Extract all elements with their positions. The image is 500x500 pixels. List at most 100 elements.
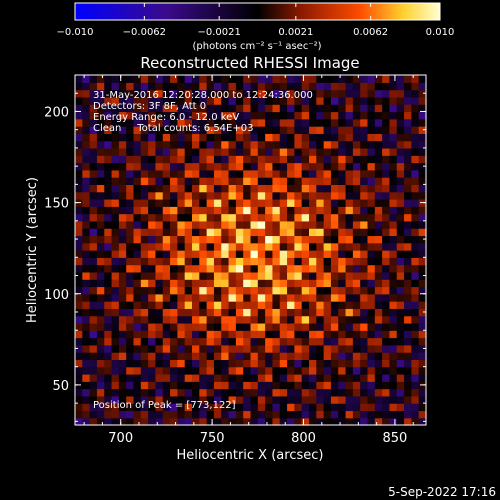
heatmap-cell	[228, 344, 237, 353]
heatmap-cell	[111, 96, 120, 105]
heatmap-cell	[177, 82, 186, 91]
heatmap-cell	[221, 373, 230, 382]
heatmap-cell	[140, 381, 149, 390]
heatmap-cell	[309, 250, 317, 258]
heatmap-cell	[82, 89, 91, 98]
heatmap-cell	[287, 126, 295, 134]
heatmap-cell	[126, 191, 135, 200]
heatmap-cell	[396, 162, 405, 171]
heatmap-cell	[316, 337, 325, 346]
heatmap-cell	[118, 417, 127, 426]
heatmap-cell	[177, 213, 186, 222]
heatmap-cell	[323, 184, 332, 193]
heatmap-cell	[316, 133, 325, 142]
heatmap-cell	[265, 403, 274, 412]
heatmap-cell	[111, 250, 120, 258]
heatmap-cell	[82, 242, 91, 251]
heatmap-cell	[418, 359, 427, 368]
heatmap-cell	[301, 293, 310, 302]
heatmap-cell	[287, 250, 295, 258]
heatmap-cell	[118, 133, 127, 142]
heatmap-cell	[309, 395, 317, 404]
heatmap-cell	[294, 315, 303, 324]
heatmap-cell	[272, 271, 281, 280]
heatmap-cell	[89, 89, 98, 98]
heatmap-cell	[213, 228, 222, 237]
heatmap-cell	[199, 352, 208, 360]
heatmap-cell	[382, 198, 391, 207]
heatmap-cell	[213, 133, 222, 142]
heatmap-cell	[89, 271, 98, 280]
heatmap-cell	[155, 155, 164, 164]
heatmap-cell	[265, 213, 274, 222]
heatmap-cell	[272, 264, 281, 273]
heatmap-cell	[257, 403, 266, 412]
heatmap-cell	[148, 162, 157, 171]
heatmap-cell	[133, 264, 142, 273]
heatmap-cell	[374, 162, 383, 171]
heatmap-cell	[287, 373, 295, 382]
heatmap-cell	[162, 89, 171, 98]
heatmap-cell	[360, 417, 369, 426]
heatmap-cell	[301, 104, 310, 113]
heatmap-cell	[396, 337, 405, 346]
heatmap-cell	[162, 264, 171, 273]
heatmap-cell	[301, 82, 310, 91]
heatmap-cell	[148, 410, 157, 419]
heatmap-cell	[316, 264, 325, 273]
heatmap-cell	[345, 118, 354, 127]
heatmap-cell	[199, 155, 208, 164]
heatmap-cell	[235, 359, 244, 368]
heatmap-cell	[96, 308, 105, 317]
heatmap-cell	[126, 104, 135, 113]
x-tick-label: 800	[291, 431, 316, 446]
heatmap-cell	[301, 133, 310, 142]
heatmap-cell	[155, 337, 164, 346]
heatmap-cell	[75, 308, 83, 317]
heatmap-cell	[287, 206, 295, 215]
heatmap-cell	[199, 169, 208, 178]
heatmap-cell	[213, 111, 222, 120]
heatmap-cell	[330, 381, 339, 390]
heatmap-cell	[352, 388, 361, 397]
heatmap-cell	[192, 381, 200, 390]
heatmap-cell	[177, 228, 186, 237]
heatmap-cell	[250, 417, 259, 426]
heatmap-cell	[140, 250, 149, 258]
heatmap-cell	[199, 264, 208, 273]
heatmap-cell	[367, 177, 376, 185]
heatmap-cell	[404, 301, 412, 309]
heatmap-cell	[192, 417, 200, 426]
heatmap-cell	[316, 75, 325, 83]
heatmap-cell	[360, 366, 369, 375]
heatmap-cell	[96, 89, 105, 98]
heatmap-cell	[192, 206, 200, 215]
heatmap-cell	[133, 417, 142, 426]
heatmap-cell	[374, 184, 383, 193]
heatmap-cell	[389, 257, 398, 266]
heatmap-cell	[221, 206, 230, 215]
heatmap-cell	[89, 410, 98, 419]
heatmap-cell	[243, 155, 252, 164]
heatmap-cell	[184, 257, 193, 266]
heatmap-cell	[184, 75, 193, 83]
heatmap-cell	[89, 206, 98, 215]
heatmap-cell	[118, 286, 127, 295]
heatmap-cell	[294, 213, 303, 222]
heatmap-cell	[367, 308, 376, 317]
heatmap-cell	[309, 308, 317, 317]
heatmap-cell	[396, 235, 405, 244]
heatmap-cell	[360, 155, 369, 164]
heatmap-cell	[338, 286, 347, 295]
heatmap-cell	[301, 322, 310, 331]
heatmap-cell	[352, 359, 361, 368]
heatmap-cell	[213, 162, 222, 171]
heatmap-cell	[411, 308, 420, 317]
heatmap-cell	[148, 75, 157, 83]
heatmap-cell	[89, 177, 98, 185]
heatmap-cell	[104, 104, 113, 113]
heatmap-cell	[323, 235, 332, 244]
heatmap-cell	[228, 373, 237, 382]
heatmap-cell	[257, 82, 266, 91]
heatmap-cell	[82, 257, 91, 266]
